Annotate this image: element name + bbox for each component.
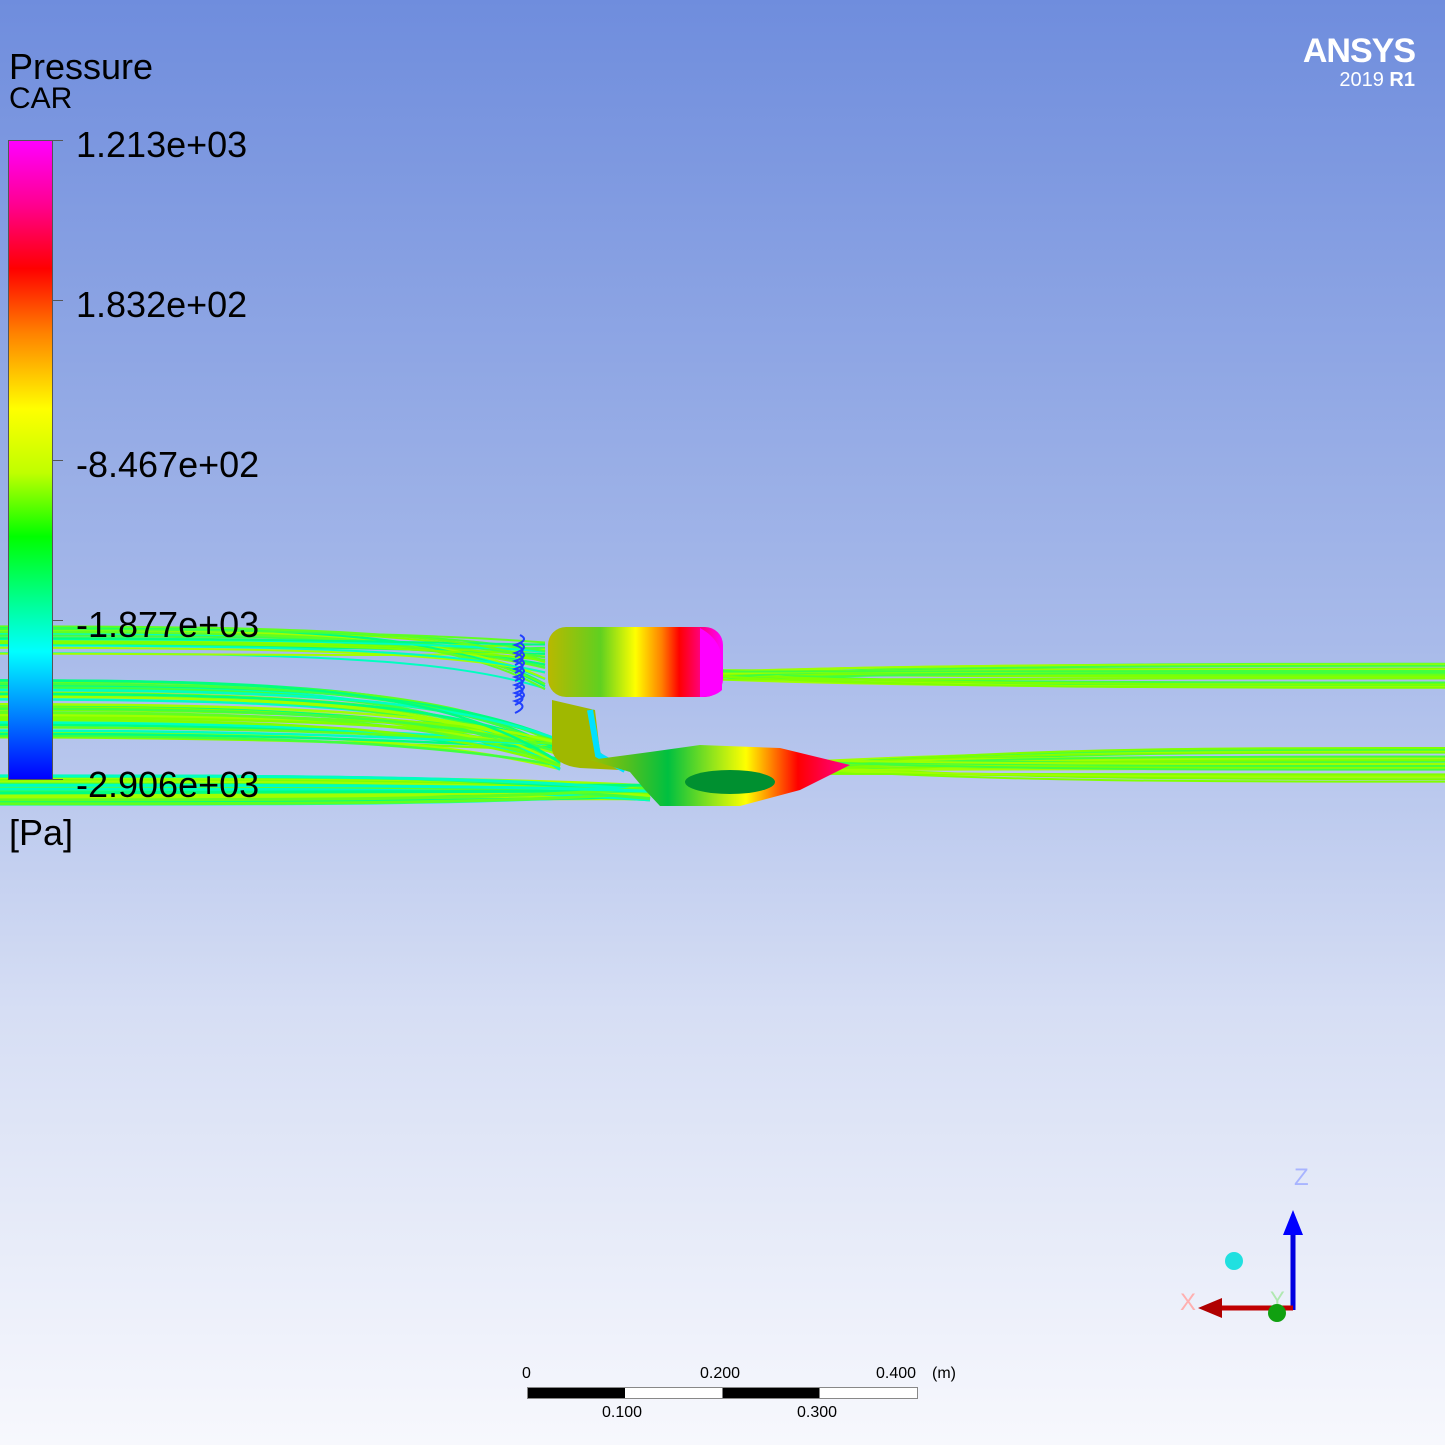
streamline — [0, 774, 651, 793]
streamline — [0, 729, 561, 746]
streamline — [0, 732, 561, 750]
streamline — [0, 791, 651, 806]
streamline — [799, 772, 1445, 776]
logo-version: 2019 — [1339, 69, 1384, 91]
streamline — [719, 675, 1445, 689]
car-model — [548, 627, 850, 806]
streamline — [511, 682, 525, 706]
ansys-logo: ANSYS 2019 R1 — [1302, 32, 1416, 91]
streamline — [719, 677, 1445, 681]
scale-label-0.200: 0.200 — [700, 1365, 741, 1382]
streamline — [0, 640, 546, 658]
z-axis-arrow-icon — [1283, 1210, 1303, 1235]
streamline — [0, 783, 651, 793]
streamline — [511, 690, 525, 714]
streamline — [719, 673, 1445, 686]
streamline — [0, 710, 561, 767]
streamline — [799, 747, 1445, 769]
streamline — [0, 642, 546, 662]
scale-bar — [527, 1387, 918, 1399]
axis-triad: Z X Y — [1180, 1164, 1309, 1322]
scale-label-0: 0 — [522, 1365, 531, 1382]
streamline — [0, 625, 546, 662]
logo-release: R1 — [1389, 69, 1415, 91]
streamline — [511, 674, 525, 698]
x-axis-label: X — [1180, 1289, 1196, 1316]
streamline — [0, 702, 561, 745]
streamline — [0, 707, 561, 754]
streamline — [0, 644, 546, 674]
legend-unit: [Pa] — [9, 812, 74, 853]
streamline — [799, 759, 1445, 766]
legend-tick — [53, 460, 63, 461]
streamlines — [0, 625, 1445, 806]
streamline — [799, 768, 1445, 778]
streamline — [511, 666, 525, 690]
streamline — [0, 637, 546, 646]
streamline — [511, 658, 525, 682]
streamline — [511, 634, 525, 658]
streamline — [0, 734, 561, 768]
streamline — [511, 642, 525, 666]
y-axis-dot-icon — [1268, 1304, 1286, 1322]
legend-tick — [53, 300, 63, 301]
legend-title: Pressure — [9, 46, 154, 87]
streamline — [799, 760, 1445, 771]
streamline — [0, 726, 561, 746]
view-center-sphere-icon — [1225, 1252, 1243, 1270]
scale-label-0.100: 0.100 — [602, 1404, 643, 1421]
legend-label-4: -1.877e+03 — [76, 604, 260, 645]
legend-label-2: 1.832e+02 — [76, 284, 248, 325]
legend-label-max: 1.213e+03 — [76, 124, 248, 165]
logo-brand: ANSYS — [1302, 32, 1416, 70]
streamline — [0, 679, 561, 764]
streamline — [799, 760, 1445, 767]
legend-label-min: -2.906e+03 — [76, 764, 260, 805]
streamline — [0, 688, 561, 742]
scale-unit: (m) — [932, 1365, 956, 1382]
scale-label-0.400: 0.400 — [876, 1365, 917, 1382]
streamline — [511, 650, 525, 674]
streamline — [719, 669, 1445, 673]
legend-tick — [53, 140, 63, 141]
legend-tick — [53, 779, 63, 780]
streamline — [0, 718, 561, 768]
x-axis-arrow-icon — [1198, 1298, 1222, 1318]
streamline — [0, 682, 561, 752]
scale-label-0.300: 0.300 — [797, 1404, 838, 1421]
streamline — [719, 663, 1445, 674]
legend-label-3: -8.467e+02 — [76, 444, 260, 485]
legend-tick — [53, 620, 63, 621]
legend-subtitle: CAR — [9, 82, 73, 115]
color-legend-bar — [8, 140, 53, 780]
streamline — [0, 786, 651, 802]
z-axis-label: Z — [1294, 1164, 1309, 1191]
